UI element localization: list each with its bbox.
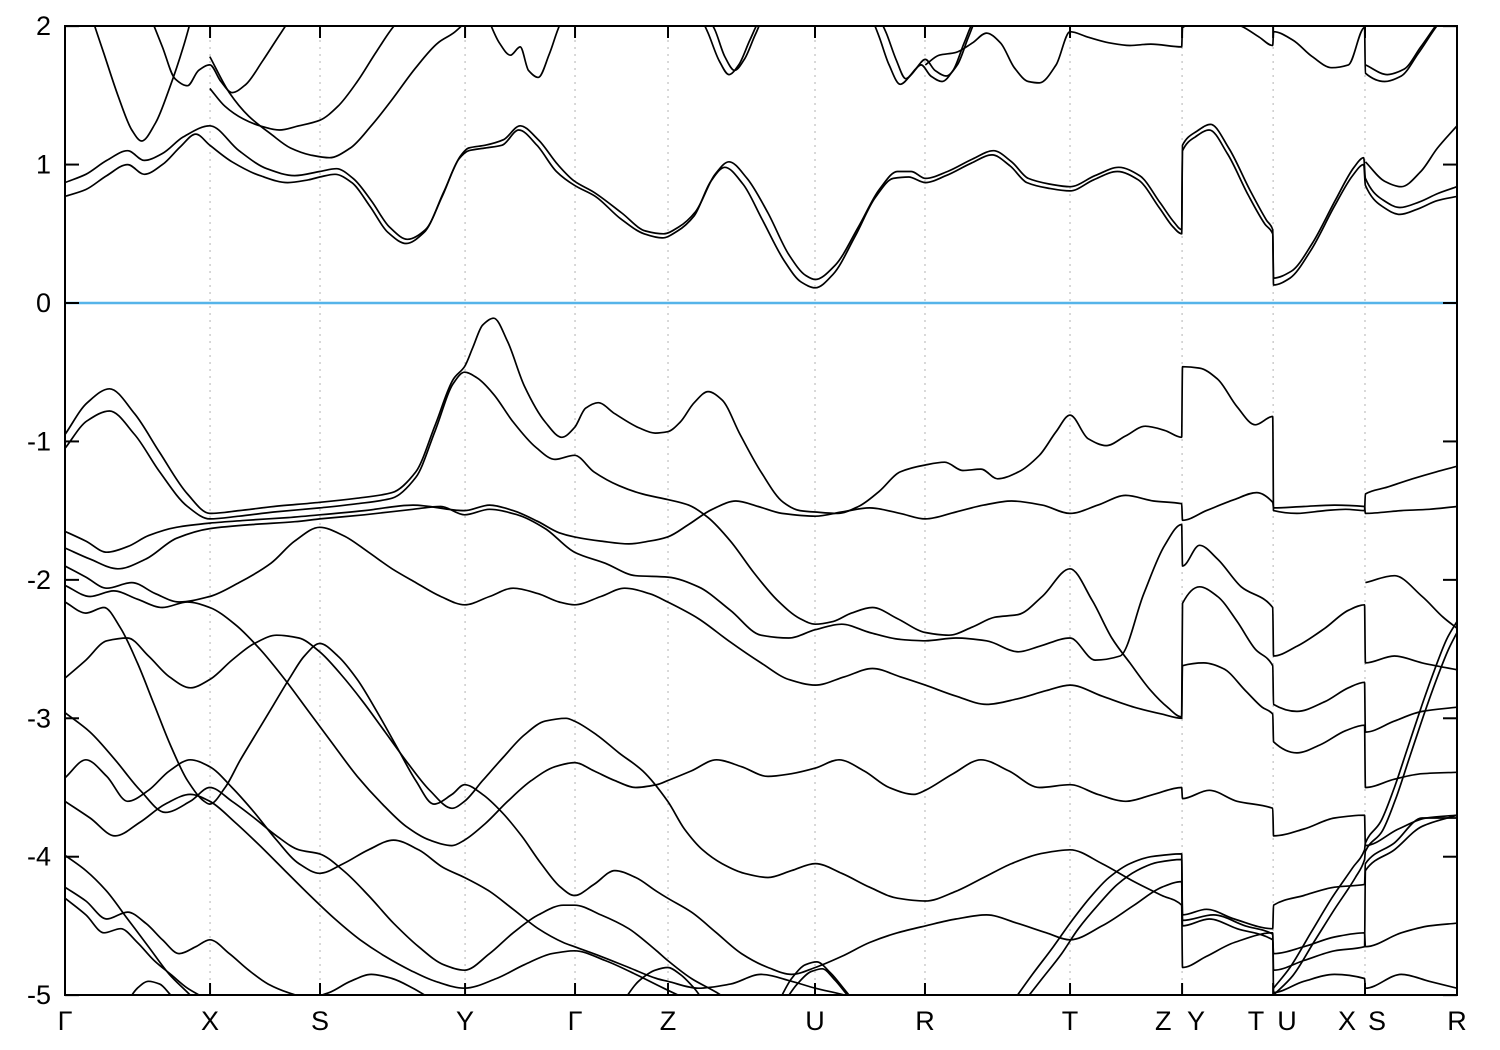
band-conduction-v-z1 <box>703 26 758 76</box>
y-tick-label: 2 <box>36 11 51 41</box>
k-point-label: Γ <box>568 1006 583 1036</box>
band-valence-4 <box>65 505 1457 671</box>
band-valence-1 <box>65 317 1457 515</box>
band-valence-3 <box>65 491 1457 554</box>
band-conduction-1 <box>65 129 1457 289</box>
k-point-label: X <box>1338 1006 1356 1036</box>
band-valence-arc-z <box>626 966 701 995</box>
band-conduction-2 <box>65 123 1457 281</box>
k-point-label: S <box>1368 1006 1386 1036</box>
k-point-label: Y <box>1187 1006 1205 1036</box>
band-valence-13 <box>65 886 427 995</box>
k-point-label: T <box>1248 1006 1265 1036</box>
k-point-label: Y <box>456 1006 474 1036</box>
band-valence-6 <box>65 584 1457 847</box>
band-valence-2 <box>65 371 1457 789</box>
k-point-label: Z <box>1155 1006 1172 1036</box>
k-point-label: R <box>1447 1006 1467 1036</box>
band-valence-5 <box>65 526 1457 733</box>
band-conduction-w-y <box>490 26 561 79</box>
k-point-label: Z <box>660 1006 677 1036</box>
band-curves <box>65 26 1457 995</box>
band-valence-riser-r2 <box>1272 632 1457 995</box>
plot-border <box>64 25 1458 996</box>
k-point-label: S <box>311 1006 329 1036</box>
band-conduction-steep-g1 <box>93 26 191 142</box>
band-conduction-v-r1 <box>874 26 972 86</box>
band-valence-11 <box>65 793 680 995</box>
band-conduction-steep-g2 <box>153 26 287 94</box>
k-point-label: T <box>1062 1006 1079 1036</box>
band-conduction-v-r2 <box>882 26 974 80</box>
band-valence-9 <box>65 712 723 995</box>
y-tick-label: -3 <box>27 703 51 733</box>
k-point-label: X <box>201 1006 219 1036</box>
k-point-label: R <box>915 1006 935 1036</box>
band-conduction-top-r-pair <box>1365 26 1437 76</box>
band-valence-13b <box>65 897 201 995</box>
y-tick-label: -2 <box>27 565 51 595</box>
y-tick-label: -5 <box>27 980 51 1010</box>
band-conduction-xs-2 <box>209 26 463 159</box>
y-tick-label: -1 <box>27 426 51 456</box>
tick-marks <box>65 25 1457 997</box>
band-valence-riser-t1 <box>1016 817 1457 995</box>
band-valence-arc-u2 <box>788 967 849 995</box>
band-valence-7 <box>65 601 1457 976</box>
band-valence-pair-r <box>1365 574 1457 629</box>
y-tick-label: -4 <box>27 842 51 872</box>
band-valence-10 <box>65 758 847 995</box>
band-valence-8 <box>65 634 1457 972</box>
y-tick-label: 0 <box>36 288 51 318</box>
band-valence-riser-r1 <box>1272 620 1457 989</box>
gridlines <box>209 26 1366 995</box>
k-point-label: U <box>805 1006 825 1036</box>
y-tick-label: 1 <box>36 150 51 180</box>
band-conduction-r-edge-pair <box>1364 125 1457 188</box>
k-point-label: U <box>1277 1006 1297 1036</box>
band-valence-riser-t2 <box>1028 858 1457 995</box>
k-point-label: Γ <box>58 1006 73 1036</box>
band-valence-12 <box>65 854 192 995</box>
band-valence-12b <box>130 980 172 995</box>
band-conduction-v-z2 <box>712 26 760 72</box>
y-axis-labels: -5 -4 -3 -2 -1 0 1 2 <box>27 11 51 1010</box>
band-conduction-top-rt <box>924 26 1438 84</box>
band-valence-arc-u1 <box>781 961 850 995</box>
band-conduction-xs-1 <box>209 26 396 131</box>
